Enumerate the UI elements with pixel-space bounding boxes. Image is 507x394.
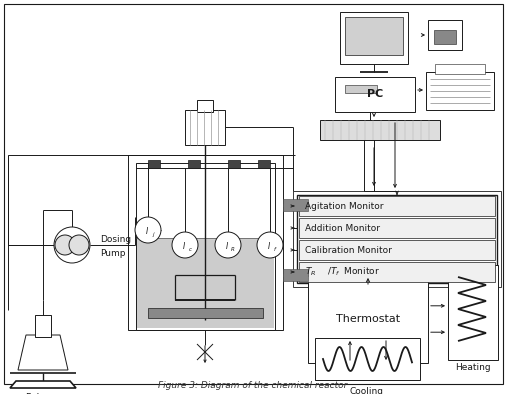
Bar — [283, 269, 308, 281]
Bar — [299, 240, 495, 260]
Text: Thermostat: Thermostat — [336, 314, 400, 324]
Bar — [128, 155, 283, 330]
Bar — [435, 64, 485, 74]
Bar — [197, 100, 213, 112]
Bar — [136, 163, 275, 330]
Bar — [434, 30, 456, 44]
Text: Dosing: Dosing — [100, 234, 131, 243]
Text: c: c — [189, 247, 192, 251]
Bar — [345, 17, 403, 55]
Circle shape — [257, 232, 283, 258]
Bar — [228, 160, 240, 168]
Bar — [299, 196, 495, 216]
Text: I: I — [226, 242, 228, 251]
Polygon shape — [20, 350, 66, 368]
Bar — [299, 262, 495, 282]
Bar — [335, 77, 415, 112]
Text: j: j — [152, 232, 154, 236]
Text: f: f — [274, 247, 276, 251]
Text: Cooling: Cooling — [350, 388, 384, 394]
Polygon shape — [18, 335, 68, 370]
Text: PC: PC — [367, 89, 383, 99]
Text: R: R — [231, 247, 235, 251]
Bar — [283, 199, 308, 211]
Text: Figure 3: Diagram of the chemical reactor: Figure 3: Diagram of the chemical reacto… — [158, 381, 348, 390]
Bar — [426, 72, 494, 110]
Bar — [258, 160, 270, 168]
Text: $T_R$: $T_R$ — [305, 266, 316, 278]
Circle shape — [172, 232, 198, 258]
Bar — [297, 195, 497, 283]
Bar — [293, 191, 501, 287]
Bar — [185, 110, 225, 145]
Polygon shape — [137, 238, 274, 328]
Bar — [345, 85, 377, 93]
Text: I: I — [146, 227, 148, 236]
Circle shape — [55, 235, 75, 255]
Circle shape — [54, 227, 90, 263]
Circle shape — [69, 235, 89, 255]
Text: Addition Monitor: Addition Monitor — [305, 223, 380, 232]
Bar — [448, 265, 498, 360]
Bar — [308, 275, 428, 363]
Bar — [148, 308, 263, 318]
Text: I: I — [183, 242, 185, 251]
Text: Calibration Monitor: Calibration Monitor — [305, 245, 392, 255]
Polygon shape — [10, 381, 76, 388]
Bar — [315, 338, 420, 380]
Bar — [148, 160, 160, 168]
Bar — [340, 12, 408, 64]
Text: I: I — [268, 242, 270, 251]
Bar — [320, 120, 440, 140]
Circle shape — [215, 232, 241, 258]
Bar — [428, 20, 462, 50]
Bar — [35, 315, 51, 337]
Bar — [299, 218, 495, 238]
Circle shape — [135, 217, 161, 243]
Bar — [188, 160, 200, 168]
Text: Agitation Monitor: Agitation Monitor — [305, 201, 383, 210]
Text: /$T_f$  Monitor: /$T_f$ Monitor — [327, 266, 380, 278]
Text: Heating: Heating — [455, 364, 491, 372]
Text: Pump: Pump — [100, 249, 126, 258]
